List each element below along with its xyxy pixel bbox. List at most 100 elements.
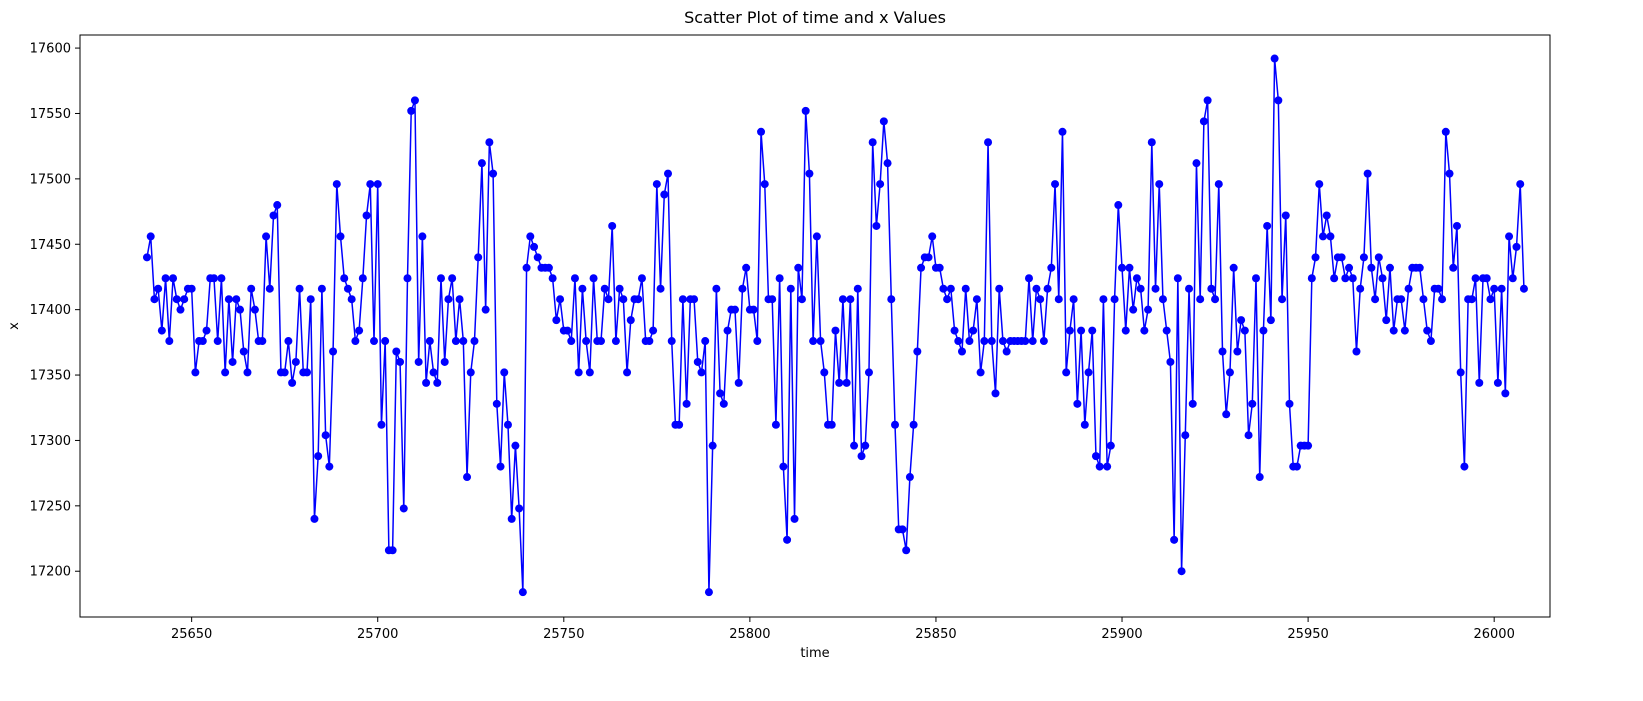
y-tick-label: 17450 — [30, 238, 71, 253]
data-point — [500, 368, 509, 377]
data-point — [1426, 337, 1435, 346]
data-point — [1363, 169, 1372, 178]
data-point — [1382, 316, 1391, 325]
data-point — [470, 337, 479, 346]
data-point — [675, 420, 684, 429]
data-point — [1118, 263, 1127, 272]
data-point — [1077, 326, 1086, 335]
data-point — [619, 295, 628, 304]
data-point — [1225, 368, 1234, 377]
data-point — [303, 368, 312, 377]
data-point — [1374, 253, 1383, 262]
data-point — [924, 253, 933, 262]
data-point — [1330, 274, 1339, 283]
data-point — [440, 357, 449, 366]
data-point — [850, 441, 859, 450]
data-point — [1211, 295, 1220, 304]
data-point — [1240, 326, 1249, 335]
data-point — [1307, 274, 1316, 283]
y-tick-label: 17400 — [30, 303, 71, 318]
data-point — [1423, 326, 1432, 335]
data-point — [1397, 295, 1406, 304]
data-point — [1266, 316, 1275, 325]
y-tick-label: 17250 — [30, 499, 71, 514]
data-point — [1359, 253, 1368, 262]
data-point — [1080, 420, 1089, 429]
data-point — [757, 127, 766, 136]
data-point — [749, 305, 758, 314]
data-point — [876, 180, 885, 189]
data-point — [883, 159, 892, 168]
data-point — [958, 347, 966, 356]
data-point — [1434, 284, 1443, 293]
data-point — [1054, 295, 1063, 304]
x-tick-label: 25700 — [357, 627, 398, 642]
x-tick-label: 25950 — [1287, 627, 1328, 642]
data-point — [518, 588, 527, 597]
data-point — [891, 420, 900, 429]
data-point — [1490, 284, 1499, 293]
data-point — [425, 337, 434, 346]
data-point — [909, 420, 918, 429]
data-point — [1304, 441, 1313, 450]
data-point — [604, 295, 613, 304]
x-axis: 25650 25700 25750 25800 25850 25900 25950 26000 — [171, 617, 1515, 642]
data-point — [697, 368, 706, 377]
data-point — [1214, 180, 1223, 189]
data-point — [217, 274, 226, 283]
data-point — [366, 180, 375, 189]
data-point — [1471, 274, 1480, 283]
data-point — [965, 337, 974, 346]
data-point — [1185, 284, 1194, 293]
data-point — [1144, 305, 1153, 314]
data-point — [1505, 232, 1514, 241]
y-axis: 17200 17250 17300 17350 17400 17450 17500 17550… — [30, 42, 80, 580]
data-point — [422, 378, 431, 387]
data-point — [634, 295, 643, 304]
data-point — [180, 295, 189, 304]
data-point — [734, 378, 743, 387]
data-point — [347, 295, 356, 304]
data-point — [280, 368, 289, 377]
data-point — [1222, 410, 1231, 419]
data-point — [574, 368, 583, 377]
data-point — [157, 326, 166, 335]
data-point — [142, 253, 151, 262]
data-point — [1036, 295, 1045, 304]
data-point — [1263, 221, 1272, 230]
data-point — [1051, 180, 1060, 189]
data-point — [1192, 159, 1201, 168]
data-point — [336, 232, 345, 241]
data-point — [1106, 441, 1115, 450]
data-point — [928, 232, 937, 241]
data-point — [1155, 180, 1164, 189]
data-point — [396, 357, 405, 366]
chart-title: Scatter Plot of time and x Values — [684, 8, 946, 27]
data-point — [1378, 274, 1387, 283]
x-tick-label: 26000 — [1473, 627, 1514, 642]
data-point — [548, 274, 557, 283]
data-point — [1091, 452, 1100, 461]
data-point — [325, 462, 334, 471]
data-point — [786, 284, 795, 293]
data-point — [489, 169, 498, 178]
data-point — [976, 368, 985, 377]
data-point — [984, 138, 993, 147]
data-point — [1002, 347, 1011, 356]
data-point — [582, 337, 591, 346]
data-point — [1449, 263, 1458, 272]
data-point — [1047, 263, 1056, 272]
data-point — [191, 368, 200, 377]
data-point — [1482, 274, 1491, 283]
data-point — [176, 305, 185, 314]
data-point — [410, 96, 419, 105]
data-point — [1125, 263, 1134, 272]
data-point — [522, 263, 531, 272]
data-point — [399, 504, 408, 513]
data-point — [760, 180, 769, 189]
data-point — [414, 357, 423, 366]
data-point — [775, 274, 784, 283]
data-point — [418, 232, 427, 241]
data-point — [1121, 326, 1130, 335]
